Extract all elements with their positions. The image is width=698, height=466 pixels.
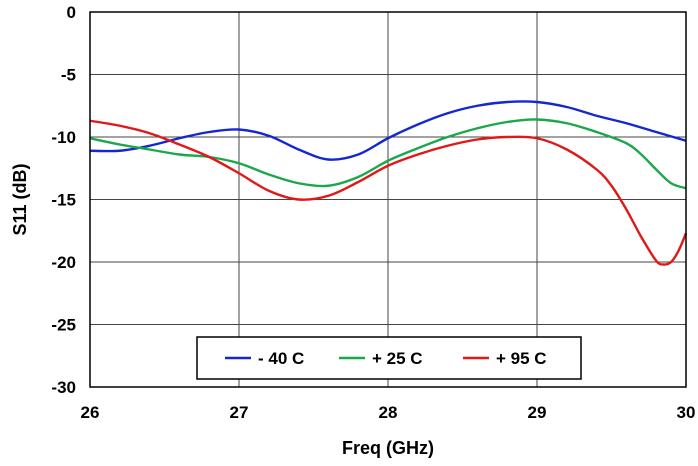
x-tick-label: 28 xyxy=(379,403,398,422)
legend-label-plus-25c: + 25 C xyxy=(372,349,423,368)
y-tick-label: -25 xyxy=(51,316,76,335)
legend-box xyxy=(196,336,582,380)
x-tick-labels: 26 27 28 29 30 xyxy=(81,403,696,422)
y-tick-label: 0 xyxy=(67,3,76,22)
x-tick-label: 29 xyxy=(528,403,547,422)
legend: - 40 C + 25 C + 95 C xyxy=(196,336,582,380)
y-tick-label: -5 xyxy=(61,66,76,85)
series-line-plus-95c xyxy=(89,119,688,266)
x-axis-label: Freq (GHz) xyxy=(342,438,434,458)
x-tick-label: 27 xyxy=(230,403,249,422)
plot-area-frame xyxy=(89,11,687,388)
legend-label-minus-40c: - 40 C xyxy=(258,349,304,368)
series-line-plus-25c xyxy=(89,118,687,190)
x-tick-label: 26 xyxy=(81,403,100,422)
y-tick-labels: 0 -5 -10 -15 -20 -25 -30 xyxy=(51,3,76,397)
grid xyxy=(89,11,687,388)
series-line-minus-40c xyxy=(89,100,687,161)
y-axis-label: S11 (dB) xyxy=(10,163,30,235)
x-tick-label: 30 xyxy=(677,403,696,422)
y-tick-label: -30 xyxy=(51,378,76,397)
y-tick-label: -20 xyxy=(51,253,76,272)
y-tick-label: -10 xyxy=(51,128,76,147)
y-tick-label: -15 xyxy=(51,191,76,210)
legend-label-plus-95c: + 95 C xyxy=(496,349,547,368)
series-layer xyxy=(89,100,688,266)
